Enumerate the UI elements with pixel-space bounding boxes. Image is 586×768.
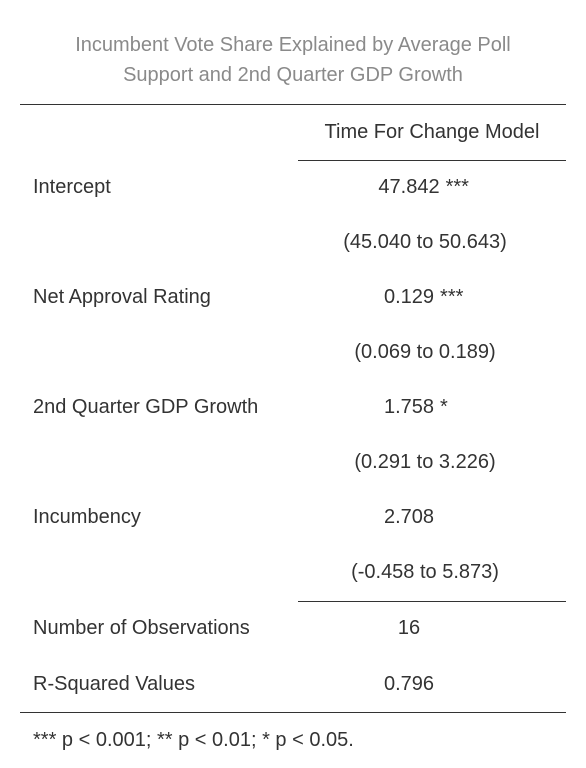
row-estimate: 1.758 * bbox=[298, 380, 552, 435]
bottom-rule bbox=[20, 712, 566, 713]
table-row: Net Approval Rating 0.129 *** bbox=[20, 270, 566, 325]
row-confidence-interval: (-0.458 to 5.873) bbox=[351, 561, 499, 583]
table-row: Number of Observations 16 bbox=[20, 601, 566, 656]
table-row: R-Squared Values 0.796 bbox=[20, 657, 566, 712]
row-estimate: 0.129 *** bbox=[298, 270, 552, 325]
table-row: (0.291 to 3.226) bbox=[20, 435, 566, 490]
row-label: Intercept bbox=[33, 176, 111, 198]
top-rule bbox=[20, 104, 566, 105]
row-confidence-interval: (45.040 to 50.643) bbox=[343, 231, 507, 253]
significance-stars: *** bbox=[445, 176, 469, 198]
caption-line: Support and 2nd Quarter GDP Growth bbox=[123, 64, 463, 86]
estimate-value: 1.758 bbox=[383, 396, 435, 418]
stat-number: 16 bbox=[397, 617, 421, 639]
row-estimate: 2.708 bbox=[298, 490, 552, 545]
table-row: Intercept 47.842 *** bbox=[20, 160, 566, 215]
significance-stars: * bbox=[440, 396, 448, 418]
significance-footnote: *** p < 0.001; ** p < 0.01; * p < 0.05. bbox=[33, 729, 354, 751]
row-label: Incumbency bbox=[33, 506, 141, 528]
stat-value: 0.796 bbox=[298, 657, 552, 712]
stats-rule bbox=[298, 601, 566, 602]
stat-number: 0.796 bbox=[383, 673, 435, 695]
row-label: 2nd Quarter GDP Growth bbox=[33, 396, 259, 418]
row-estimate: 47.842 *** bbox=[298, 160, 552, 215]
estimate-value: 47.842 bbox=[378, 176, 440, 198]
table-row: (45.040 to 50.643) bbox=[20, 215, 566, 270]
caption-line: Incumbent Vote Share Explained by Averag… bbox=[75, 34, 511, 56]
row-label: Net Approval Rating bbox=[33, 286, 211, 308]
model-header: Time For Change Model bbox=[324, 121, 540, 143]
row-confidence-interval: (0.291 to 3.226) bbox=[354, 451, 496, 473]
table-caption: Incumbent Vote Share Explained by Averag… bbox=[20, 30, 566, 90]
table-row: Incumbency 2.708 bbox=[20, 490, 566, 545]
stat-value: 16 bbox=[298, 601, 552, 656]
stat-label: Number of Observations bbox=[33, 617, 250, 639]
table-row: (0.069 to 0.189) bbox=[20, 325, 566, 380]
table-row: 2nd Quarter GDP Growth 1.758 * bbox=[20, 380, 566, 435]
row-confidence-interval: (0.069 to 0.189) bbox=[354, 341, 496, 363]
estimate-value: 2.708 bbox=[383, 506, 435, 528]
table-row: (-0.458 to 5.873) bbox=[20, 545, 566, 600]
header-rule bbox=[298, 160, 566, 161]
stat-label: R-Squared Values bbox=[33, 673, 195, 695]
estimate-value: 0.129 bbox=[383, 286, 435, 308]
significance-stars: *** bbox=[440, 286, 464, 308]
